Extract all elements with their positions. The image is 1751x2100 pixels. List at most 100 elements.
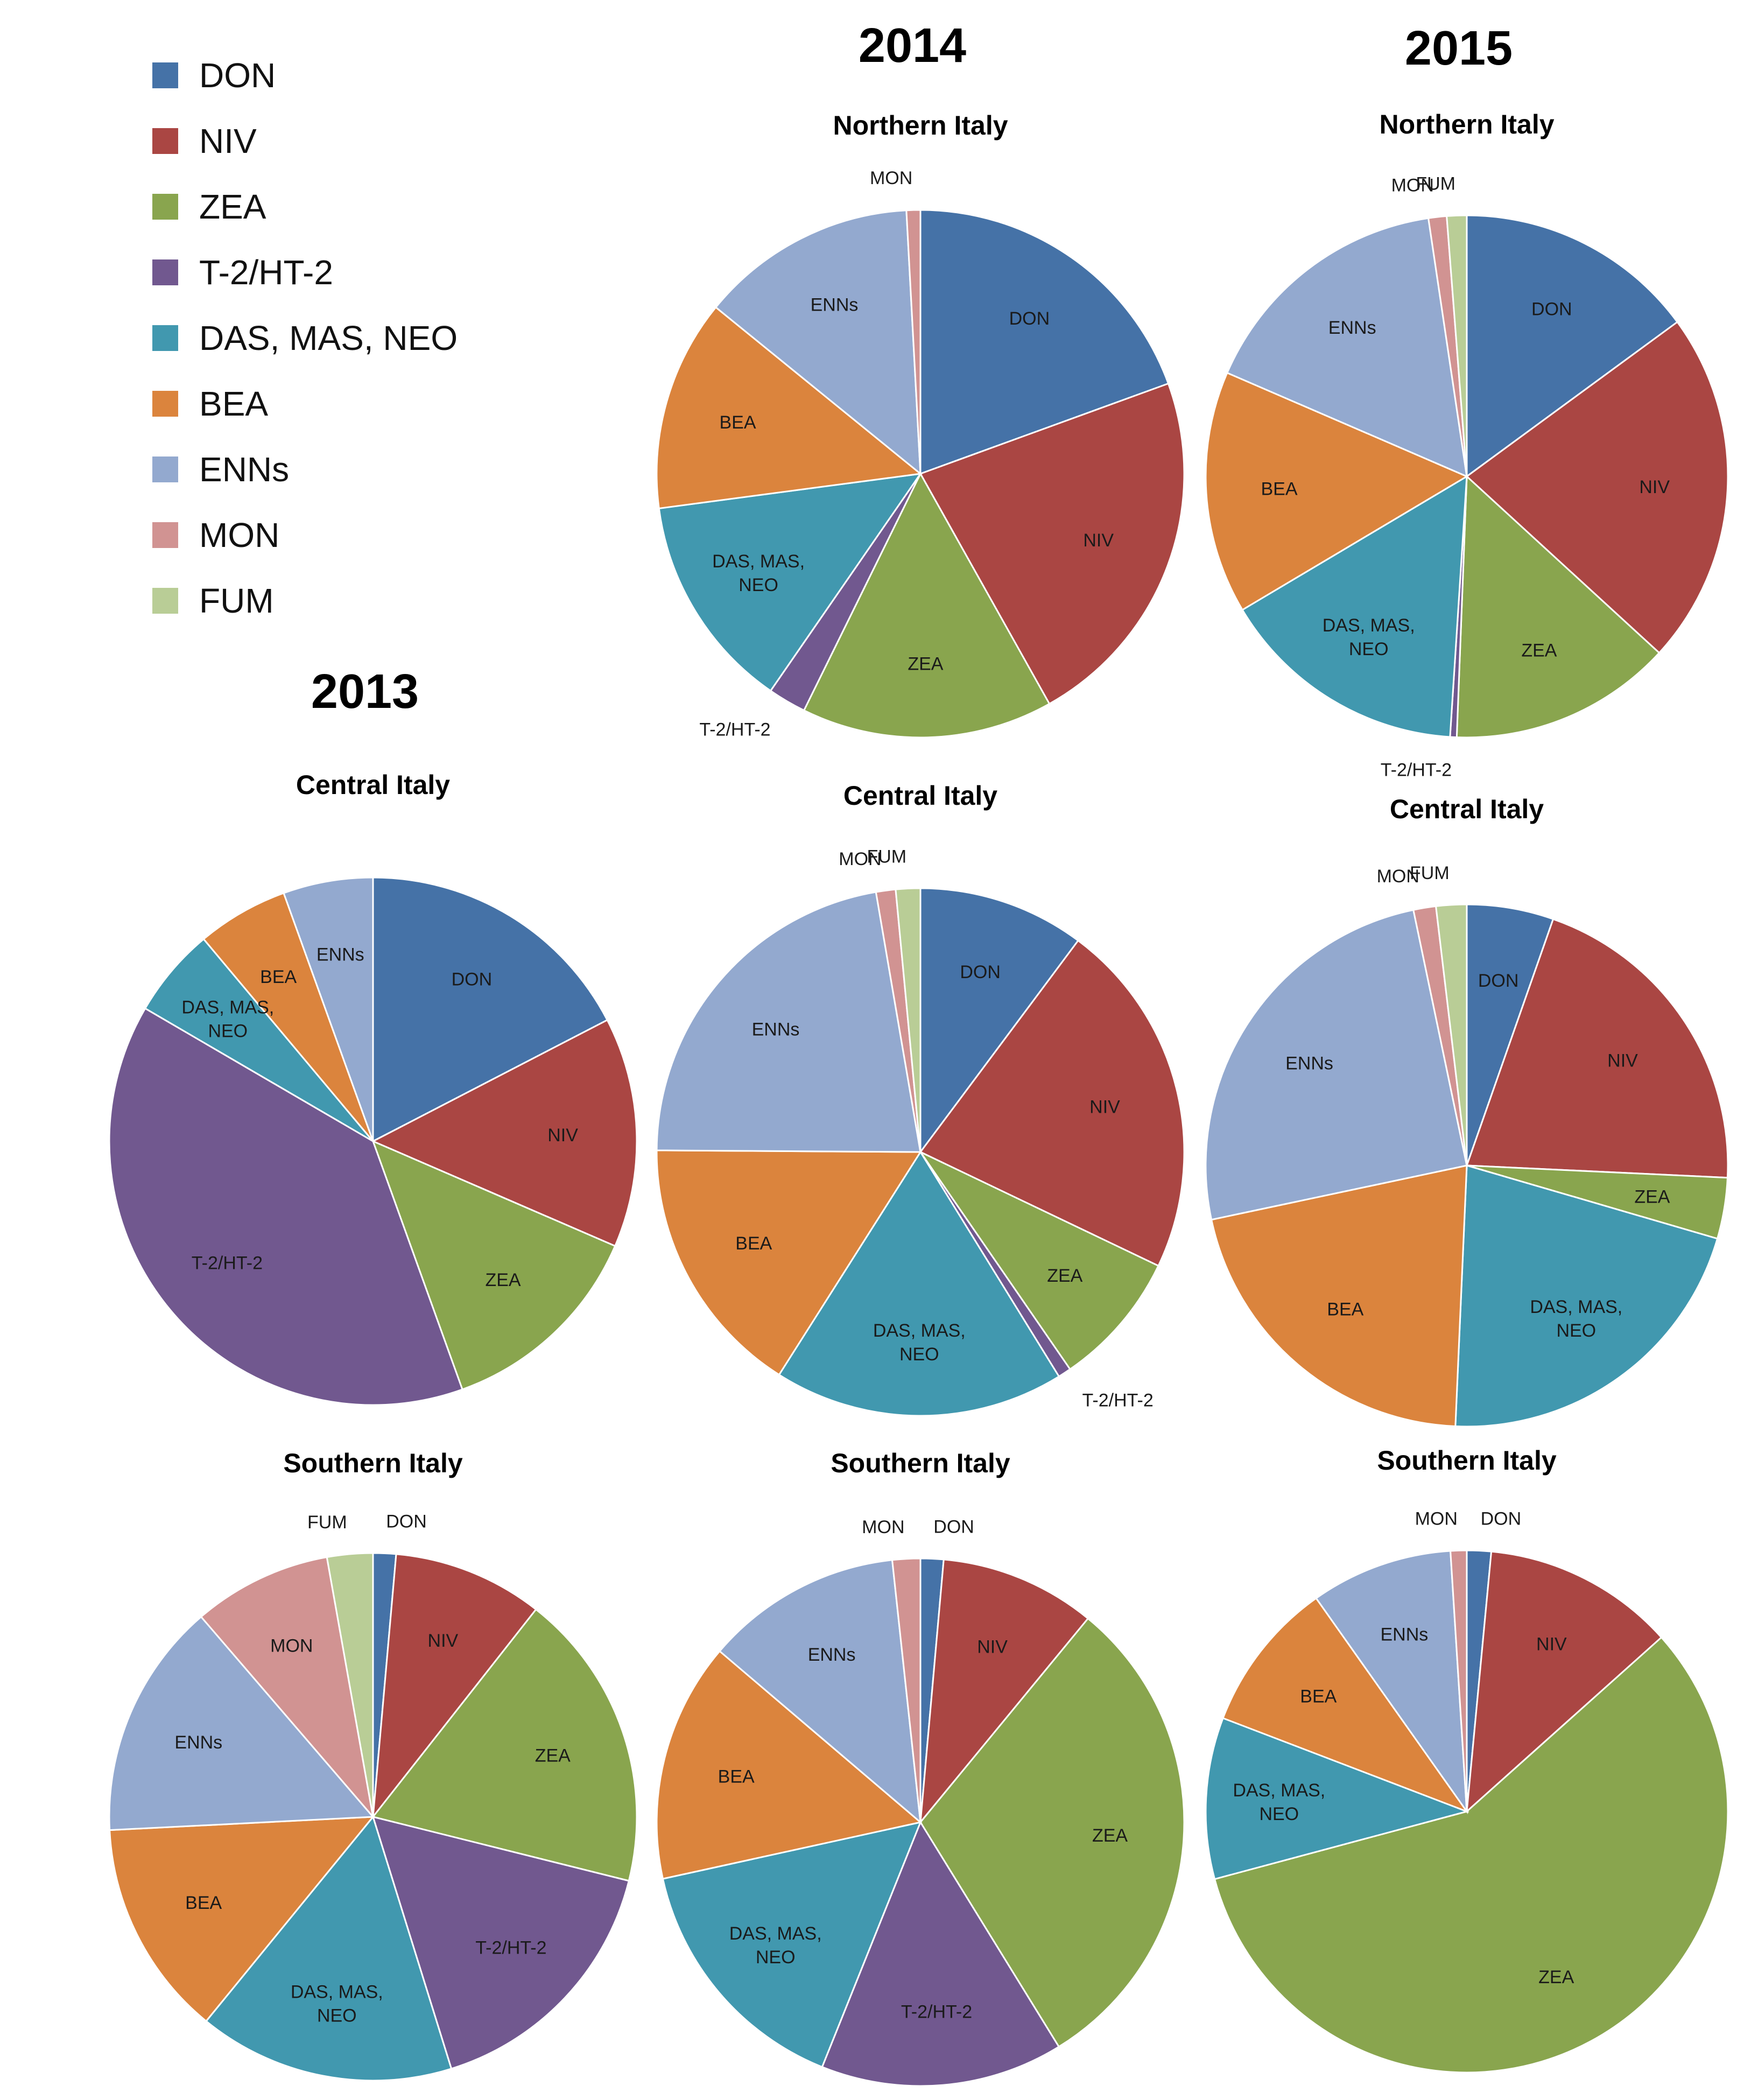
- slice-label-bea: BEA: [260, 967, 297, 987]
- slice-label-t-2-ht-2: T-2/HT-2: [1082, 1390, 1154, 1411]
- slice-label-fum: FUM: [1416, 173, 1455, 194]
- slice-label-bea: BEA: [1327, 1300, 1363, 1320]
- slice-label-mon: MON: [270, 1635, 313, 1656]
- slice-enns: [283, 876, 374, 1142]
- slice-label-mon: MON: [1391, 175, 1434, 195]
- slice-labels: DON NIV ZEA DAS, MAS, NEO BEA ENNs MON: [1233, 1508, 1574, 1987]
- slice-labels: DON NIV ZEA T-2/HT-2 DAS, MAS, NEO BEA ENNs: [181, 945, 578, 1291]
- slice-label-enns: ENNs: [1285, 1053, 1333, 1073]
- slice-das-mas-neo: [1454, 1164, 1719, 1428]
- slice-bea: [1210, 1164, 1468, 1428]
- legend-label: MON: [199, 516, 279, 554]
- legend-label: DON: [199, 56, 276, 95]
- slice-t-2-ht-2: [821, 1820, 1060, 2087]
- slice-zea: [371, 1608, 638, 1882]
- slice-label-das-mas-neo: DAS, MAS, NEO: [1530, 1297, 1622, 1341]
- slice-fum: [1446, 214, 1468, 477]
- slice-label-das-mas-neo: DAS, MAS, NEO: [1323, 615, 1415, 659]
- slice-label-zea: ZEA: [1634, 1187, 1670, 1207]
- slice-zea: [1213, 1636, 1729, 2074]
- pie-2013-central-italy: Central Italy DON NIV ZEA T-2/HT-2 DAS, MAS, N…: [108, 770, 638, 1406]
- slice-label-niv: NIV: [1639, 477, 1670, 497]
- slice-label-zea: ZEA: [1092, 1825, 1128, 1846]
- slice-label-t-2-ht-2: T-2/HT-2: [192, 1253, 263, 1274]
- slice-das-mas-neo: [662, 1821, 922, 2068]
- slice-fum: [326, 1552, 374, 1817]
- slice-niv: [1465, 918, 1729, 1179]
- slice-bea: [109, 1816, 375, 2022]
- slice-label-niv: NIV: [977, 1637, 1008, 1657]
- slice-label-enns: ENNs: [1381, 1625, 1429, 1645]
- legend-item-das-mas-neo: DAS, MAS, NEO: [152, 319, 458, 357]
- slice-label-t-2-ht-2: T-2/HT-2: [1381, 760, 1452, 780]
- legend-label: T-2/HT-2: [199, 253, 333, 292]
- slice-zea: [371, 1140, 616, 1390]
- slice-niv: [919, 939, 1185, 1267]
- slice-label-mon: MON: [862, 1517, 904, 1537]
- slice-niv: [1466, 1550, 1663, 1814]
- legend-item-niv: NIV: [152, 122, 257, 160]
- slice-label-don: DON: [933, 1517, 974, 1537]
- pie-2014-southern-italy: Southern Italy DON NIV ZEA T-2/HT-2 DAS, MAS,…: [656, 1448, 1185, 2087]
- slice-label-niv: NIV: [1089, 1097, 1120, 1118]
- slice-enns: [714, 209, 922, 476]
- slice-label-don: DON: [1009, 308, 1050, 329]
- slice-enns: [1315, 1550, 1468, 1815]
- year-labels: 2013 2014 2015: [311, 19, 1513, 719]
- slice-zea: [1455, 474, 1661, 739]
- slice-label-enns: ENNs: [1328, 318, 1376, 338]
- slice-das-mas-neo: [658, 473, 923, 692]
- legend-item-don: DON: [152, 56, 276, 95]
- slice-das-mas-neo: [205, 1815, 453, 2082]
- slices: [1205, 903, 1729, 1428]
- slice-label-bea: BEA: [185, 1893, 222, 1913]
- slice-label-fum: FUM: [867, 847, 906, 867]
- pie-title: Central Italy: [296, 770, 450, 800]
- pie-2015-central-italy: Central Italy DON NIV ZEA DAS, MAS, NEO BEA ENN…: [1205, 794, 1729, 1428]
- slice-label-enns: ENNs: [317, 945, 364, 965]
- slice-mon: [891, 1557, 922, 1823]
- legend-item-zea: ZEA: [152, 187, 266, 226]
- slice-fum: [895, 887, 922, 1153]
- slice-label-niv: NIV: [1083, 530, 1114, 551]
- legend: DON NIV ZEA T-2/HT-2 DAS, MAS, NEO BEA ENNs MON…: [152, 56, 458, 620]
- slice-don: [919, 887, 1080, 1155]
- year-label-2014: 2014: [859, 19, 966, 73]
- legend-label: ENNs: [199, 450, 289, 489]
- slice-enns: [1226, 217, 1468, 478]
- slice-label-t-2-ht-2: T-2/HT-2: [901, 2002, 972, 2022]
- legend-swatch: [152, 456, 178, 482]
- pie-title: Northern Italy: [1379, 109, 1554, 139]
- slice-das-mas-neo: [144, 938, 374, 1142]
- slice-label-enns: ENNs: [808, 1645, 856, 1665]
- legend-label: FUM: [199, 581, 274, 620]
- legend-swatch: [152, 588, 178, 614]
- slice-label-das-mas-neo: DAS, MAS, NEO: [729, 1923, 822, 1968]
- legend-item-bea: BEA: [152, 384, 268, 423]
- legend-item-enns: ENNs: [152, 450, 289, 489]
- year-label-2015: 2015: [1405, 22, 1513, 75]
- legend-swatch: [152, 259, 178, 285]
- pie-title: Northern Italy: [833, 110, 1008, 141]
- slices: [656, 1557, 1185, 2087]
- slice-labels: DON NIV ZEA T-2/HT-2 DAS, MAS, NEO BEA ENNs MON: [699, 168, 1114, 740]
- pie-2014-central-italy: Central Italy DON NIV ZEA T-2/HT-2 DAS, MAS, N…: [656, 781, 1185, 1417]
- slice-don: [919, 209, 1170, 475]
- pie-title: Central Italy: [843, 781, 997, 811]
- slice-enns: [656, 891, 922, 1153]
- slice-label-don: DON: [386, 1512, 427, 1532]
- slice-enns: [1205, 909, 1468, 1221]
- legend-item-fum: FUM: [152, 581, 274, 620]
- slice-niv: [919, 1558, 1089, 1825]
- slice-label-mon: MON: [1377, 866, 1419, 887]
- slice-label-don: DON: [1481, 1509, 1522, 1529]
- slice-label-bea: BEA: [718, 1767, 755, 1787]
- slice-label-niv: NIV: [1536, 1634, 1567, 1654]
- slice-label-t-2-ht-2: T-2/HT-2: [475, 1937, 546, 1958]
- slice-label-mon: MON: [839, 849, 881, 869]
- slice-label-don: DON: [1531, 299, 1572, 320]
- slice-label-zea: ZEA: [908, 654, 943, 675]
- slice-t-2-ht-2: [108, 1007, 463, 1406]
